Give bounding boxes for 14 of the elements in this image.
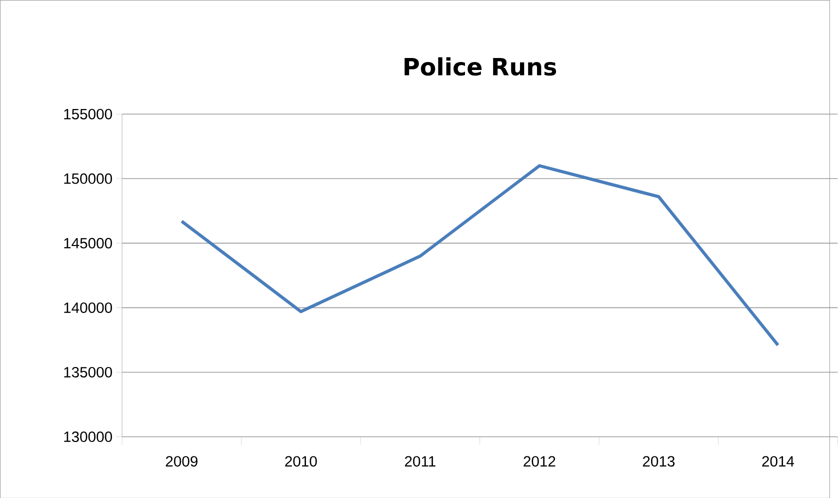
x-tick-label: 2011: [404, 456, 436, 466]
y-tick-label: 145000: [64, 238, 112, 248]
y-tick-label: 155000: [64, 108, 112, 120]
chart-title: Police Runs: [404, 57, 556, 76]
line-series: [180, 164, 780, 347]
x-tick-label: 2010: [285, 456, 317, 466]
x-tick-label: 2012: [524, 456, 556, 466]
x-tick-label: 2009: [166, 456, 198, 466]
y-tick-label: 135000: [64, 366, 112, 378]
x-tick-label: 2014: [762, 456, 794, 466]
y-tick-label: 150000: [64, 173, 112, 184]
y-tick-label: 140000: [64, 302, 112, 313]
x-tick-label: 2013: [642, 456, 675, 466]
y-tick-label: 130000: [64, 431, 112, 442]
